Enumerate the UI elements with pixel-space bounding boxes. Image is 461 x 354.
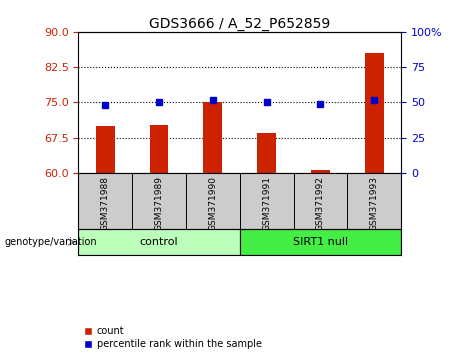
Text: GSM371988: GSM371988 [101,176,110,231]
Text: genotype/variation: genotype/variation [5,237,97,247]
Text: GSM371990: GSM371990 [208,176,217,231]
Bar [311,171,330,173]
Legend: count, percentile rank within the sample: count, percentile rank within the sample [83,326,262,349]
Bar [150,125,168,173]
Bar [203,102,222,173]
Title: GDS3666 / A_52_P652859: GDS3666 / A_52_P652859 [149,17,331,31]
Text: SIRT1 null: SIRT1 null [293,237,348,247]
Text: control: control [140,237,178,247]
Bar [257,133,276,173]
Bar [78,229,240,255]
Text: GSM371993: GSM371993 [370,176,378,231]
Text: GSM371989: GSM371989 [154,176,164,231]
Text: GSM371991: GSM371991 [262,176,271,231]
Bar [240,229,401,255]
Text: GSM371992: GSM371992 [316,176,325,230]
Bar [365,53,384,173]
Bar [96,126,115,173]
